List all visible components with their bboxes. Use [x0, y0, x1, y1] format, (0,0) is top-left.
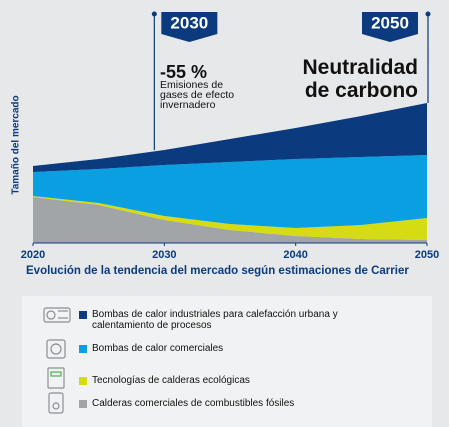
year-badge: [362, 12, 418, 42]
annotation-dot: [151, 11, 157, 17]
legend-label: Calderas comerciales de combustibles fós…: [92, 398, 295, 409]
area: [33, 155, 427, 228]
area: [33, 197, 427, 243]
x-tick-label: 2040: [283, 249, 307, 261]
annotation-dot: [425, 11, 431, 17]
annotation-title: -55 %: [160, 62, 208, 82]
year-badge-label: 2050: [371, 13, 409, 32]
legend-swatch: [79, 345, 87, 353]
legend-panel: [22, 296, 432, 427]
x-axis-label: Evolución de la tendencia del mercado se…: [26, 265, 409, 277]
annotation-text: Emisiones de gases de efecto invernadero: [160, 79, 235, 111]
area: [33, 103, 427, 172]
legend-swatch: [79, 311, 87, 319]
y-axis-label: Tamaño del mercado: [11, 95, 22, 194]
year-badge: [161, 12, 218, 42]
x-tick-label: 2050: [415, 249, 439, 261]
legend-icons: [43, 307, 71, 414]
year-badge-label: 2030: [170, 13, 208, 32]
legend-label: Tecnologías de calderas ecológicas: [92, 375, 250, 386]
legend-label: Bombas de calor comerciales: [92, 343, 224, 354]
area: [33, 196, 427, 240]
annotation-text: Neutralidad de carbono: [302, 56, 418, 102]
legend-label: Bombas de calor industriales para calefa…: [92, 309, 338, 331]
x-tick-label: 2020: [21, 249, 45, 261]
x-tick-label: 2030: [152, 249, 176, 261]
legend-swatch: [79, 377, 87, 385]
legend-swatch: [79, 400, 87, 408]
